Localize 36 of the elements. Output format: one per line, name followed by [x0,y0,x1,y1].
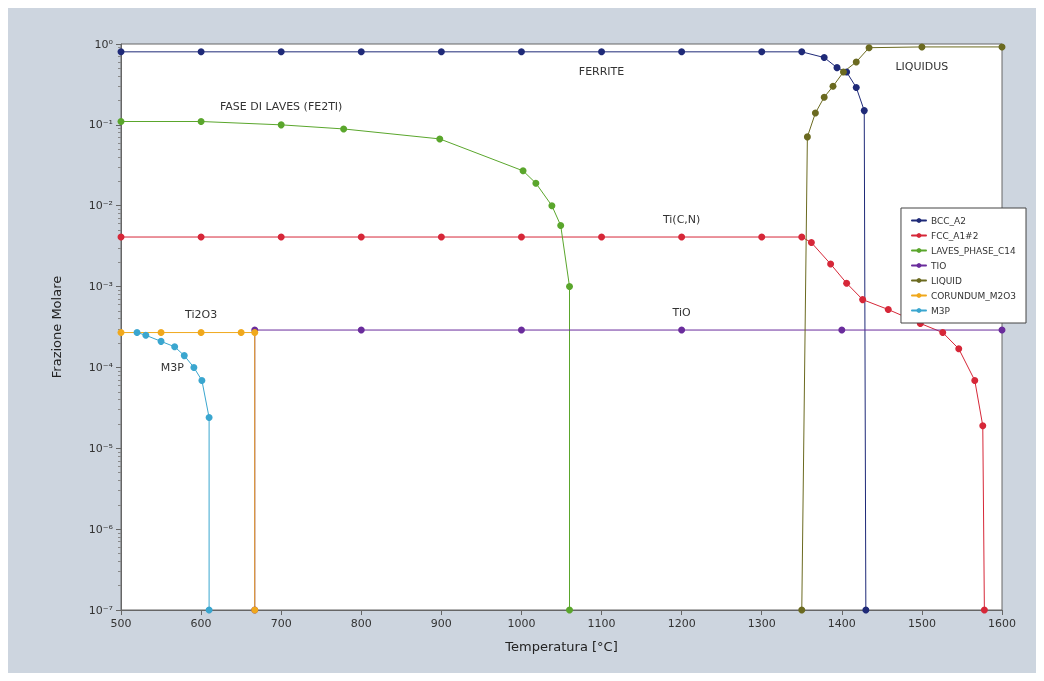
annotation: TiO [671,305,692,319]
x-tick-label: 1600 [988,617,1016,630]
annotation: FERRITE [578,65,625,79]
legend-label: TIO [929,260,947,271]
x-tick-label: 1400 [827,617,856,630]
legend-label: CORUNDUM_M2O3 [930,290,1017,301]
x-tick-label: 800 [350,617,372,630]
y-tick-label: 10⁻² [88,199,113,213]
x-tick-label: 1200 [667,617,696,630]
annotation: Ti(C,N) [661,212,701,226]
legend-label: BCC_A2 [930,215,966,226]
annotation: LIQUIDUS [895,60,949,74]
y-axis-title: Frazione Molare [49,275,64,379]
x-tick-label: 900 [430,617,452,630]
x-tick-label: 500 [110,617,132,630]
x-tick-label: 1000 [507,617,536,630]
legend-label: M3P [930,305,951,316]
y-tick-label: 10⁻¹ [88,118,113,132]
x-tick-label: 1500 [907,617,936,630]
y-tick-label: 10⁻⁷ [88,603,113,617]
legend-label: LIQUID [930,275,962,286]
legend-label: LAVES_PHASE_C14 [930,245,1017,256]
y-tick-label: 10⁻³ [88,280,113,294]
y-tick-label: 10⁰ [94,37,114,51]
annotation: M3P [160,360,185,374]
annotation: FASE DI LAVES (FE2TI) [219,100,343,114]
legend-label: FCC_A1#2 [930,230,979,241]
x-tick-label: 1300 [747,617,776,630]
y-tick-label: 10⁻⁵ [88,441,113,455]
y-tick-label: 10⁻⁶ [88,522,114,536]
y-tick-label: 10⁻⁴ [88,360,114,374]
x-axis-title: Temperatura [°C] [504,639,618,654]
x-tick-label: 1100 [587,617,616,630]
x-tick-label: 600 [190,617,212,630]
annotation: Ti2O3 [184,308,218,322]
x-tick-label: 700 [270,617,292,630]
